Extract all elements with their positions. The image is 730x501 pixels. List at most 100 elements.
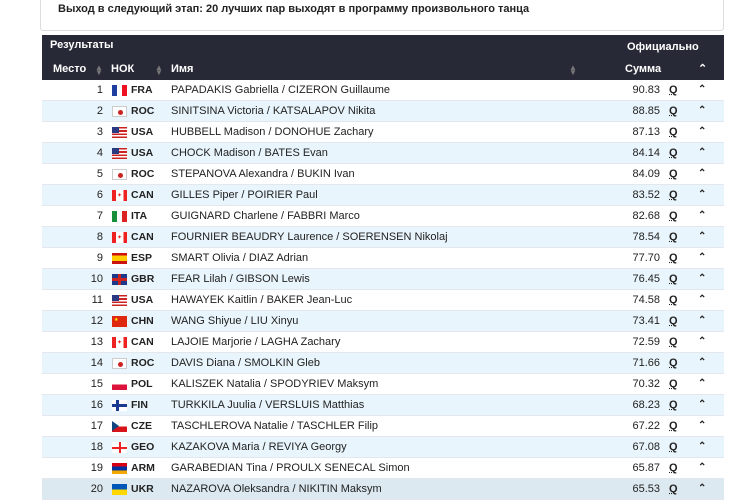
table-row[interactable]: 14 ROC DAVIS Diana / SMOLKIN Gleb 71.66 … — [42, 353, 724, 374]
table-row[interactable]: 12 ★ CHN WANG Shiyue / LIU Xinyu 73.41 Q… — [42, 311, 724, 332]
table-row[interactable]: 10 GBR FEAR Lilah / GIBSON Lewis 76.45 Q… — [42, 269, 724, 290]
expand-chevron-up-icon[interactable]: ⌃ — [698, 420, 707, 431]
col-place-header[interactable]: Место — [53, 63, 87, 75]
expand-chevron-up-icon[interactable]: ⌃ — [698, 84, 707, 95]
place: 1 — [96, 84, 103, 96]
table-row[interactable]: 3 USA HUBBELL Madison / DONOHUE Zachary … — [42, 122, 724, 143]
expand-chevron-up-icon[interactable]: ⌃ — [698, 336, 707, 347]
athlete-names[interactable]: TASCHLEROVA Natalie / TASCHLER Filip — [171, 420, 379, 432]
noc-code: CAN — [131, 336, 154, 348]
flag-esp-icon — [112, 253, 127, 264]
table-row[interactable]: 16 FIN TURKKILA Juulia / VERSLUIS Matthi… — [42, 395, 724, 416]
table-row[interactable]: 2 ROC SINITSINA Victoria / KATSALAPOV Ni… — [42, 101, 724, 122]
collapse-all-chevron-up-icon[interactable]: ⌃ — [698, 63, 708, 75]
expand-chevron-up-icon[interactable]: ⌃ — [698, 357, 707, 368]
expand-chevron-up-icon[interactable]: ⌃ — [698, 462, 707, 473]
sort-place-icon[interactable]: ▲ ▼ — [95, 63, 103, 77]
athlete-names[interactable]: FOURNIER BEAUDRY Laurence / SOERENSEN Ni… — [171, 231, 448, 243]
qualified-badge: Q — [669, 315, 678, 327]
athlete-names[interactable]: PAPADAKIS Gabriella / CIZERON Guillaume — [171, 84, 391, 96]
noc-code: ITA — [131, 210, 148, 222]
expand-chevron-up-icon[interactable]: ⌃ — [698, 294, 707, 305]
table-row[interactable]: 9 ESP SMART Olivia / DIAZ Adrian 77.70 Q… — [42, 248, 724, 269]
total-score: 90.83 — [632, 84, 660, 96]
athlete-names[interactable]: NAZAROVA Oleksandra / NIKITIN Maksym — [171, 483, 382, 495]
total-score: 82.68 — [632, 210, 660, 222]
table-row[interactable]: 11 USA HAWAYEK Kaitlin / BAKER Jean-Luc … — [42, 290, 724, 311]
flag-pol-icon — [112, 379, 127, 390]
table-row[interactable]: 8 ✦ CAN FOURNIER BEAUDRY Laurence / SOER… — [42, 227, 724, 248]
expand-chevron-up-icon[interactable]: ⌃ — [698, 483, 707, 494]
expand-chevron-up-icon[interactable]: ⌃ — [698, 315, 707, 326]
qualified-badge: Q — [669, 441, 678, 453]
table-row[interactable]: 13 ✦ CAN LAJOIE Marjorie / LAGHA Zachary… — [42, 332, 724, 353]
athlete-names[interactable]: GARABEDIAN Tina / PROULX SENECAL Simon — [171, 462, 410, 474]
expand-chevron-up-icon[interactable]: ⌃ — [698, 441, 707, 452]
place: 2 — [96, 105, 103, 117]
table-row[interactable]: 5 ROC STEPANOVA Alexandra / BUKIN Ivan 8… — [42, 164, 724, 185]
expand-chevron-up-icon[interactable]: ⌃ — [698, 210, 707, 221]
table-row[interactable]: 15 POL KALISZEK Natalia / SPODYRIEV Maks… — [42, 374, 724, 395]
athlete-names[interactable]: LAJOIE Marjorie / LAGHA Zachary — [171, 336, 341, 348]
expand-chevron-up-icon[interactable]: ⌃ — [698, 231, 707, 242]
flag-ukr-icon — [112, 484, 127, 495]
athlete-names[interactable]: KAZAKOVA Maria / REVIYA Georgy — [171, 441, 347, 453]
total-score: 78.54 — [632, 231, 660, 243]
table-row[interactable]: 17 CZE TASCHLEROVA Natalie / TASCHLER Fi… — [42, 416, 724, 437]
results-header: Результаты Официально Место ▲ ▼ НОК ▲ ▼ Им… — [42, 35, 724, 80]
total-score: 84.14 — [632, 147, 660, 159]
table-row[interactable]: 4 USA CHOCK Madison / BATES Evan 84.14 Q… — [42, 143, 724, 164]
athlete-names[interactable]: FEAR Lilah / GIBSON Lewis — [171, 273, 310, 285]
sort-name-icon[interactable]: ▲ ▼ — [569, 63, 577, 77]
expand-chevron-up-icon[interactable]: ⌃ — [698, 126, 707, 137]
table-row[interactable]: 1 FRA PAPADAKIS Gabriella / CIZERON Guil… — [42, 80, 724, 101]
qualification-notice: Выход в следующий этап: 20 лучших пар вы… — [40, 0, 724, 31]
place: 13 — [90, 336, 103, 348]
athlete-names[interactable]: HUBBELL Madison / DONOHUE Zachary — [171, 126, 374, 138]
noc-code: USA — [131, 126, 154, 138]
noc-code: ROC — [131, 357, 155, 369]
expand-chevron-up-icon[interactable]: ⌃ — [698, 168, 707, 179]
table-row[interactable]: 19 ARM GARABEDIAN Tina / PROULX SENECAL … — [42, 458, 724, 479]
table-row[interactable]: 18 GEO KAZAKOVA Maria / REVIYA Georgy 67… — [42, 437, 724, 458]
athlete-names[interactable]: TURKKILA Juulia / VERSLUIS Matthias — [171, 399, 365, 411]
noc-code: ESP — [131, 252, 153, 264]
place: 14 — [90, 357, 103, 369]
qualified-badge: Q — [669, 231, 678, 243]
col-noc-header[interactable]: НОК — [111, 63, 135, 75]
athlete-names[interactable]: WANG Shiyue / LIU Xinyu — [171, 315, 299, 327]
expand-chevron-up-icon[interactable]: ⌃ — [698, 378, 707, 389]
athlete-names[interactable]: HAWAYEK Kaitlin / BAKER Jean-Luc — [171, 294, 353, 306]
athlete-names[interactable]: STEPANOVA Alexandra / BUKIN Ivan — [171, 168, 355, 180]
athlete-names[interactable]: GUIGNARD Charlene / FABBRI Marco — [171, 210, 360, 222]
table-row[interactable]: 7 ITA GUIGNARD Charlene / FABBRI Marco 8… — [42, 206, 724, 227]
place: 6 — [96, 189, 103, 201]
athlete-names[interactable]: SINITSINA Victoria / KATSALAPOV Nikita — [171, 105, 376, 117]
table-row[interactable]: 20 UKR NAZAROVA Oleksandra / NIKITIN Mak… — [42, 479, 724, 500]
total-score: 65.87 — [632, 462, 660, 474]
qualified-badge: Q — [669, 336, 678, 348]
expand-chevron-up-icon[interactable]: ⌃ — [698, 147, 707, 158]
noc-code: CZE — [131, 420, 152, 432]
sort-noc-icon[interactable]: ▲ ▼ — [155, 63, 163, 77]
col-name-header[interactable]: Имя — [171, 63, 194, 75]
qualified-badge: Q — [669, 189, 678, 201]
total-score: 84.09 — [632, 168, 660, 180]
noc-code: FIN — [131, 399, 148, 411]
qualified-badge: Q — [669, 294, 678, 306]
expand-chevron-up-icon[interactable]: ⌃ — [698, 399, 707, 410]
total-score: 76.45 — [632, 273, 660, 285]
expand-chevron-up-icon[interactable]: ⌃ — [698, 252, 707, 263]
table-row[interactable]: 6 ✦ CAN GILLES Piper / POIRIER Paul 83.5… — [42, 185, 724, 206]
athlete-names[interactable]: CHOCK Madison / BATES Evan — [171, 147, 328, 159]
noc-code: CAN — [131, 189, 154, 201]
expand-chevron-up-icon[interactable]: ⌃ — [698, 273, 707, 284]
athlete-names[interactable]: GILLES Piper / POIRIER Paul — [171, 189, 318, 201]
expand-chevron-up-icon[interactable]: ⌃ — [698, 189, 707, 200]
qualified-badge: Q — [669, 168, 678, 180]
athlete-names[interactable]: KALISZEK Natalia / SPODYRIEV Maksym — [171, 378, 379, 390]
qualified-badge: Q — [669, 420, 678, 432]
athlete-names[interactable]: DAVIS Diana / SMOLKIN Gleb — [171, 357, 320, 369]
athlete-names[interactable]: SMART Olivia / DIAZ Adrian — [171, 252, 309, 264]
expand-chevron-up-icon[interactable]: ⌃ — [698, 105, 707, 116]
